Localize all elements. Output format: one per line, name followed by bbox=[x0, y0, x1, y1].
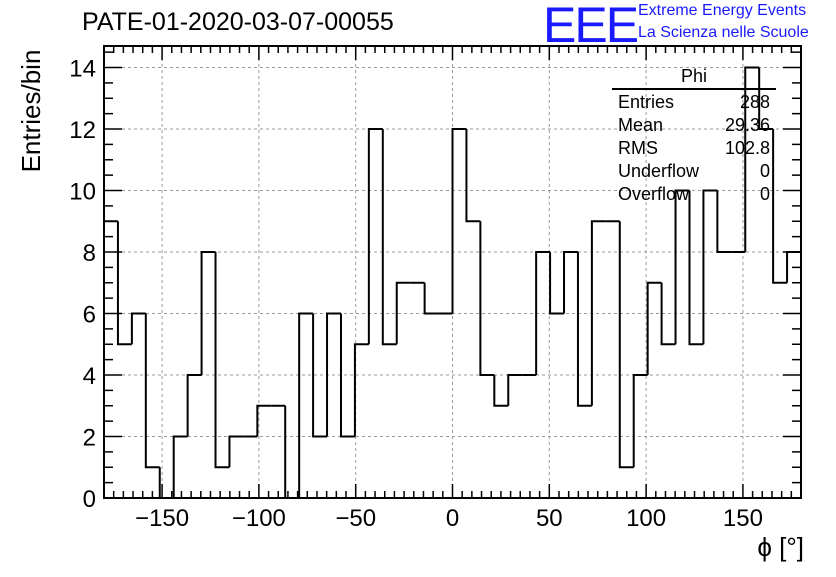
histogram-bin bbox=[493, 375, 509, 407]
histogram-bin bbox=[618, 221, 634, 469]
histogram-bin bbox=[590, 220, 606, 406]
stats-value: 29.36 bbox=[724, 115, 770, 135]
histogram-bin bbox=[646, 281, 662, 376]
histogram-bin bbox=[298, 312, 314, 498]
histogram-bin bbox=[451, 128, 467, 314]
histogram-bin bbox=[772, 129, 788, 284]
eee-logo-line2: La Scienza nelle Scuole bbox=[638, 24, 809, 41]
histogram-bin bbox=[395, 281, 411, 345]
histogram-bin bbox=[186, 374, 202, 437]
stats-value: 288 bbox=[739, 92, 770, 112]
x-tick-label: −150 bbox=[135, 505, 189, 532]
x-tick-label: 50 bbox=[536, 505, 563, 532]
histogram-bin bbox=[312, 313, 328, 438]
histogram-bin bbox=[674, 189, 690, 345]
histogram-bin bbox=[200, 251, 216, 376]
stats-value: 0 bbox=[759, 161, 770, 181]
stats-value: 102.8 bbox=[724, 138, 770, 158]
histogram-bin bbox=[339, 313, 355, 438]
histogram-bin bbox=[130, 312, 146, 345]
histogram-bin bbox=[284, 405, 300, 499]
stats-title: Phi bbox=[680, 66, 707, 86]
histogram-bin bbox=[381, 129, 397, 346]
stats-label: Underflow bbox=[618, 161, 700, 181]
stats-label: Overflow bbox=[618, 184, 690, 204]
x-tick-label: 150 bbox=[723, 505, 763, 532]
stats-row-overflow: Overflow 0 bbox=[612, 183, 776, 206]
histogram-bin bbox=[688, 190, 704, 346]
histogram-bin bbox=[563, 251, 578, 314]
stats-row-rms: RMS 102.8 bbox=[612, 137, 776, 160]
y-tick-label: 6 bbox=[83, 302, 96, 329]
stats-row-entries: Entries 288 bbox=[612, 91, 776, 114]
histogram-bin bbox=[367, 128, 383, 345]
x-tick-label: −100 bbox=[232, 505, 286, 532]
histogram-bin bbox=[214, 252, 230, 469]
histogram-bin bbox=[256, 404, 272, 437]
plot-title: PATE-01-2020-03-07-00055 bbox=[82, 8, 394, 36]
histogram-bin bbox=[144, 313, 160, 469]
stats-row-underflow: Underflow 0 bbox=[612, 160, 776, 183]
histogram-bin bbox=[716, 190, 732, 254]
histogram-bin bbox=[576, 252, 592, 407]
histogram-bin bbox=[660, 282, 676, 346]
stats-row-mean: Mean 29.36 bbox=[612, 114, 776, 137]
x-axis-label: ϕ [°] bbox=[757, 532, 804, 562]
x-tick-label: 100 bbox=[626, 505, 666, 532]
histogram-bin bbox=[702, 189, 718, 345]
y-tick-label: 10 bbox=[69, 179, 96, 206]
y-tick-label: 12 bbox=[69, 117, 96, 144]
histogram-bin bbox=[535, 251, 551, 376]
stats-box: Phi Entries 288 Mean 29.36 RMS 102.8 Und… bbox=[612, 66, 776, 206]
histogram-bin bbox=[353, 343, 369, 437]
stats-value: 0 bbox=[759, 184, 770, 204]
x-tick-label: −50 bbox=[335, 505, 376, 532]
eee-logo-mark: EEE bbox=[543, 0, 639, 53]
stats-label: Mean bbox=[618, 115, 664, 135]
histogram-bin bbox=[479, 221, 495, 377]
y-tick-label: 2 bbox=[83, 425, 96, 452]
y-tick-label: 14 bbox=[69, 56, 96, 83]
y-axis-label: Entries/bin bbox=[16, 49, 46, 173]
histogram-bin bbox=[228, 435, 244, 468]
histogram-bin bbox=[465, 129, 481, 223]
histogram-bin bbox=[423, 282, 439, 315]
histogram-bin bbox=[172, 435, 188, 498]
histogram-bin bbox=[507, 374, 523, 406]
stats-divider bbox=[612, 88, 776, 90]
x-tick-label: 0 bbox=[446, 505, 459, 532]
histogram-bin bbox=[326, 312, 341, 437]
eee-logo-line1: Extreme Energy Events bbox=[638, 2, 807, 19]
histogram-bin bbox=[632, 374, 648, 468]
histogram-bin bbox=[744, 66, 760, 253]
y-tick-label: 0 bbox=[83, 486, 96, 513]
histogram-bin bbox=[549, 252, 565, 315]
histogram-bin bbox=[116, 221, 132, 346]
y-tick-label: 4 bbox=[83, 363, 96, 390]
y-tick-label: 8 bbox=[83, 240, 96, 267]
stats-label: Entries bbox=[618, 92, 675, 112]
stats-label: RMS bbox=[618, 138, 658, 158]
